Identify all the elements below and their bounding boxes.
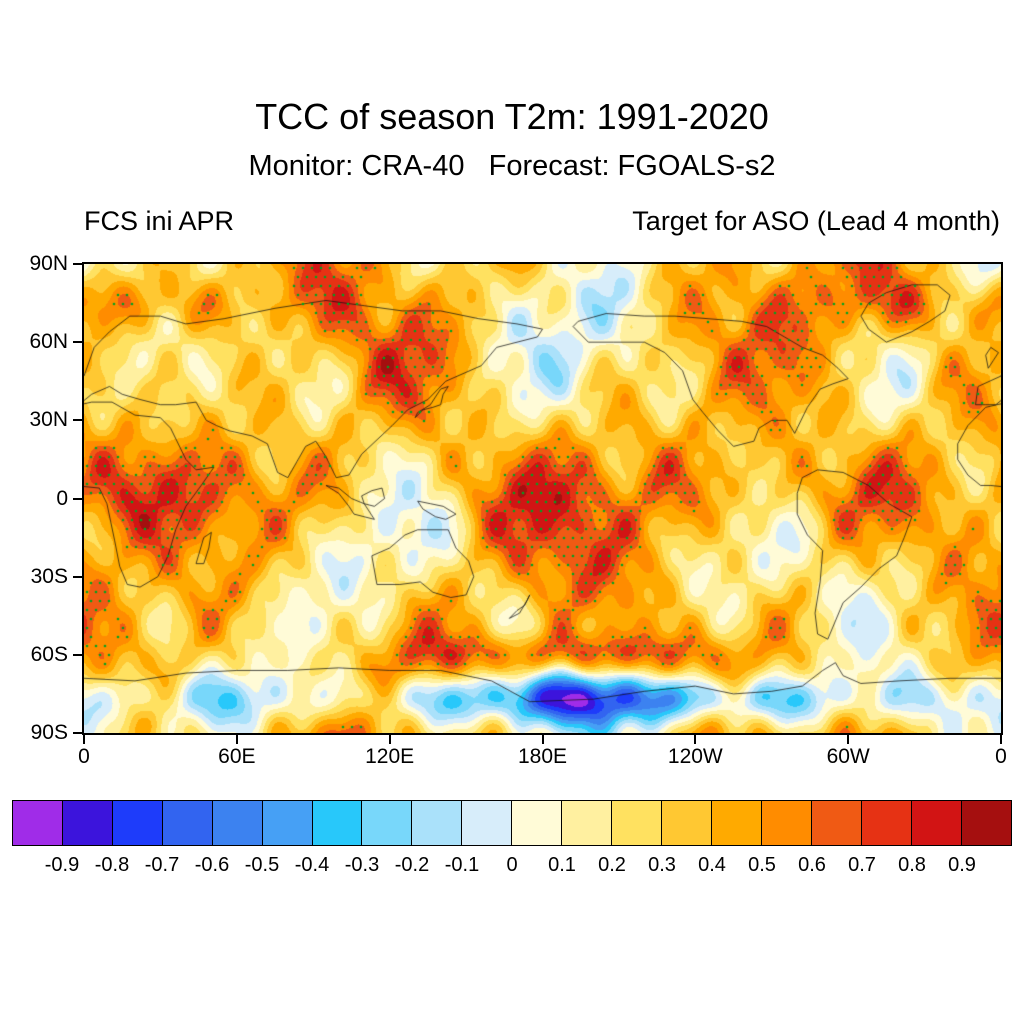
- lon-tick-mark: [83, 735, 85, 744]
- colorbar-tick-label: 0.4: [698, 854, 726, 876]
- figure-title: TCC of season T2m: 1991-2020: [255, 96, 769, 137]
- lon-tick-label: 120E: [365, 745, 415, 768]
- lon-tick-mark: [388, 735, 391, 744]
- colorbar-cell: [660, 800, 713, 846]
- colorbar-tick-label: 0.2: [598, 854, 626, 876]
- colorbar-tick-label: -0.8: [94, 854, 130, 876]
- colorbar-cell: [461, 800, 513, 846]
- colorbar-tick-label: 0: [506, 854, 518, 876]
- colorbar-tick-label: -0.7: [144, 854, 180, 876]
- colorbar-cell: [61, 800, 114, 846]
- colorbar-cell: [860, 800, 913, 846]
- lat-tick-label: 30S: [30, 564, 68, 588]
- lon-tick-mark: [847, 735, 850, 744]
- lat-tick-label: 30N: [29, 408, 68, 432]
- colorbar-cell: [161, 800, 214, 846]
- lon-tick-mark: [694, 735, 697, 744]
- colorbar-cell: [511, 800, 563, 846]
- lon-tick-label: 180E: [517, 745, 568, 768]
- colorbar-tick-label: -0.9: [44, 854, 80, 876]
- lat-tick-mark: [73, 341, 82, 344]
- lon-tick-label: 120W: [667, 745, 723, 768]
- colorbar-tick-label: 0.3: [648, 854, 676, 876]
- lat-tick-label: 90N: [29, 252, 68, 275]
- colorbar-cell: [111, 800, 164, 846]
- colorbar-tick-label: -0.1: [444, 854, 480, 876]
- colorbar-tick-label: -0.6: [194, 854, 230, 876]
- colorbar-cell: [361, 800, 413, 846]
- colorbar-tick-label: -0.3: [344, 854, 380, 876]
- lat-tick-mark: [73, 419, 82, 422]
- colorbar-cell: [211, 800, 264, 846]
- target-label: Target for ASO (Lead 4 month): [632, 206, 1000, 236]
- lat-tick-label: 60N: [29, 330, 68, 354]
- colorbar-tick-label: -0.2: [394, 854, 430, 876]
- colorbar-cell: [611, 800, 663, 846]
- colorbar-cell: [710, 800, 763, 846]
- colorbar-tick-label: 0.5: [748, 854, 776, 876]
- colorbar-tick-label: -0.4: [294, 854, 330, 876]
- colorbar-tick-label: 0.6: [798, 854, 826, 876]
- lat-tick-mark: [73, 575, 82, 578]
- colorbar-cell: [810, 800, 863, 846]
- colorbar-cell: [561, 800, 613, 846]
- colorbar-cell: [910, 800, 963, 846]
- lat-tick-label: 0: [56, 486, 68, 510]
- lat-tick-label: 90S: [30, 721, 68, 744]
- map-plot-area: 90N 60N 30N 0 30S 60S 90S 0 60E 120E 180E 120W 60W 0: [29, 252, 1006, 768]
- lat-tick-mark: [73, 732, 82, 734]
- lon-tick-mark: [235, 735, 238, 744]
- colorbar-cell: [12, 800, 64, 846]
- colorbar-tick-label: 0.1: [548, 854, 576, 876]
- colorbar-tick-label: 0.8: [898, 854, 926, 876]
- init-label: FCS ini APR: [84, 206, 235, 236]
- lat-tick-label: 60S: [30, 642, 68, 666]
- lon-tick-label: 0: [78, 745, 90, 768]
- colorbar-cell: [411, 800, 463, 846]
- colorbar-tick-label: 0.7: [848, 854, 876, 876]
- figure-subtitle: Monitor: CRA-40 Forecast: FGOALS-s2: [248, 150, 776, 182]
- colorbar-cell: [960, 800, 1012, 846]
- lon-tick-label: 60W: [826, 745, 870, 768]
- lon-tick-mark: [541, 735, 544, 744]
- lon-tick-mark: [1000, 735, 1002, 744]
- map-canvas: [84, 264, 1001, 733]
- lat-tick-mark: [73, 263, 82, 265]
- lon-tick-label: 0: [995, 745, 1007, 768]
- colorbar-cell: [261, 800, 314, 846]
- lat-tick-mark: [73, 653, 82, 656]
- lon-tick-label: 60E: [218, 745, 256, 768]
- colorbar-cell: [311, 800, 363, 846]
- colorbar-cell: [760, 800, 813, 846]
- colorbar: [12, 800, 1012, 846]
- colorbar-tick-label: 0.9: [948, 854, 976, 876]
- colorbar-tick-label: -0.5: [244, 854, 280, 876]
- lat-tick-mark: [73, 497, 82, 500]
